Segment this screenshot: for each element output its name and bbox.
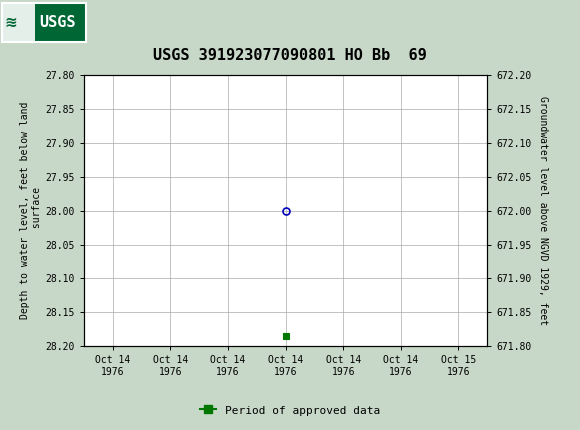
Text: USGS: USGS bbox=[39, 15, 76, 30]
Y-axis label: Depth to water level, feet below land
 surface: Depth to water level, feet below land su… bbox=[20, 102, 42, 319]
Legend: Period of approved data: Period of approved data bbox=[195, 400, 385, 420]
Text: ≋: ≋ bbox=[5, 15, 17, 30]
Y-axis label: Groundwater level above NGVD 1929, feet: Groundwater level above NGVD 1929, feet bbox=[538, 96, 548, 325]
Text: USGS 391923077090801 HO Bb  69: USGS 391923077090801 HO Bb 69 bbox=[153, 49, 427, 63]
FancyBboxPatch shape bbox=[2, 3, 86, 43]
FancyBboxPatch shape bbox=[3, 3, 35, 42]
